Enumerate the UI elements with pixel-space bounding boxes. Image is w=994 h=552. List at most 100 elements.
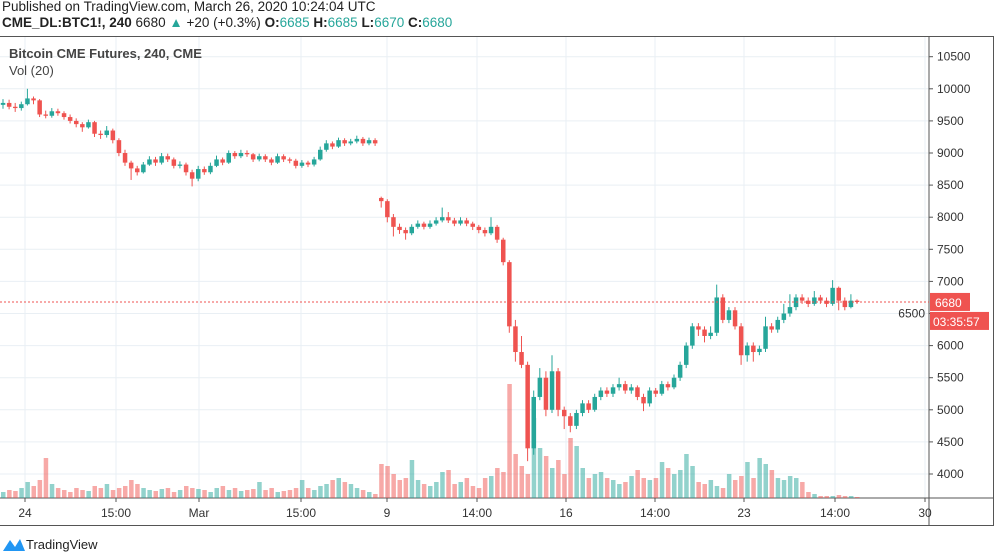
volume-bar: [37, 480, 43, 498]
volume-bar: [800, 482, 805, 498]
candle-body: [232, 153, 238, 157]
candle-body: [763, 326, 768, 349]
volume-bar: [757, 458, 762, 498]
open-value: 6685: [279, 15, 310, 30]
volume-bar: [537, 448, 543, 498]
volume-bar: [226, 490, 232, 498]
volume-bar: [458, 482, 463, 498]
up-arrow-icon: ▲: [169, 15, 183, 30]
volume-bar: [251, 489, 256, 498]
candle-body: [55, 111, 61, 114]
x-tick-label: 14:00: [820, 506, 850, 520]
candle-body: [403, 230, 408, 234]
candle-body: [25, 98, 30, 105]
candle-body: [696, 326, 701, 330]
volume-bar: [202, 490, 207, 498]
volume-bar: [171, 492, 177, 498]
volume-bar: [842, 496, 848, 498]
volume-bar: [531, 418, 537, 498]
candle-body: [366, 140, 372, 144]
candle-body: [128, 162, 134, 169]
candle-body: [702, 329, 707, 336]
candle-body: [562, 409, 567, 417]
candle-body: [507, 262, 512, 327]
y-tick-label: 9000: [937, 146, 964, 160]
volume-bar: [818, 496, 823, 498]
candle-body: [446, 217, 451, 221]
candle-body: [177, 164, 183, 166]
candle-body: [458, 220, 463, 224]
y-tick-label: 5500: [937, 371, 964, 385]
volume-bar: [787, 476, 793, 498]
candle-body: [671, 377, 677, 388]
candle-body: [586, 403, 591, 410]
candle-body: [330, 143, 335, 147]
candle-body: [427, 223, 433, 227]
candle-body: [0, 102, 6, 105]
volume-bar: [781, 480, 787, 498]
candle-body: [665, 384, 671, 388]
candle-body: [61, 113, 67, 118]
candle-body: [818, 297, 823, 301]
candle-body: [183, 164, 189, 173]
volume-bar: [409, 460, 415, 498]
candle-body: [74, 120, 79, 125]
candle-body: [616, 384, 622, 388]
y-tick-label: 8000: [937, 210, 964, 224]
candle-body: [757, 348, 762, 353]
volume-bar: [440, 472, 445, 498]
volume-bar: [653, 478, 659, 498]
volume-bar: [360, 490, 366, 498]
volume-bar: [306, 488, 311, 498]
candle-body: [244, 153, 250, 155]
volume-bar: [293, 488, 299, 498]
candle-body: [580, 403, 585, 414]
volume-bar: [598, 472, 604, 498]
candle-body: [299, 162, 305, 166]
volume-bar: [452, 484, 457, 498]
close-label: C:: [408, 15, 423, 30]
candle-body: [769, 326, 774, 330]
close-value: 6680: [422, 15, 453, 30]
candle-body: [433, 220, 439, 224]
volume-bar: [257, 482, 262, 498]
volume-bar: [263, 490, 268, 498]
tradingview-logo[interactable]: TradingView: [2, 536, 98, 552]
volume-bar: [806, 492, 811, 498]
volume-bar: [299, 480, 305, 498]
candle-body: [67, 117, 73, 121]
volume-bar: [836, 495, 842, 498]
volume-bar: [92, 486, 97, 498]
candle-body: [336, 140, 341, 147]
candle-body: [519, 352, 524, 365]
y-tick-label: 9500: [937, 114, 964, 128]
candle-body: [43, 114, 48, 116]
volume-bar: [702, 484, 707, 498]
candle-body: [842, 300, 848, 308]
volume-bar: [330, 480, 335, 498]
candle-body: [354, 138, 360, 142]
volume-bar: [135, 484, 140, 498]
published-note: Published on TradingView.com, March 26, …: [2, 0, 376, 14]
candle-body: [421, 223, 427, 227]
volume-bar: [281, 491, 287, 498]
volume-bar: [287, 490, 293, 498]
volume-bar: [489, 476, 494, 498]
x-tick-label: Mar: [189, 506, 210, 520]
candle-body: [494, 226, 500, 240]
candle-body: [440, 217, 445, 221]
candle-body: [738, 326, 744, 356]
volume-bar: [1, 492, 6, 498]
candle-body: [525, 364, 530, 449]
volume-bar: [312, 490, 317, 498]
volume-bar: [275, 492, 280, 498]
x-tick-label: 23: [737, 506, 751, 520]
candle-body: [226, 153, 231, 163]
candle-body: [604, 390, 610, 394]
volume-bar: [733, 480, 738, 498]
volume-bar: [7, 490, 12, 498]
candle-body: [690, 326, 695, 346]
candle-body: [281, 156, 286, 160]
volume-bar: [196, 489, 201, 498]
